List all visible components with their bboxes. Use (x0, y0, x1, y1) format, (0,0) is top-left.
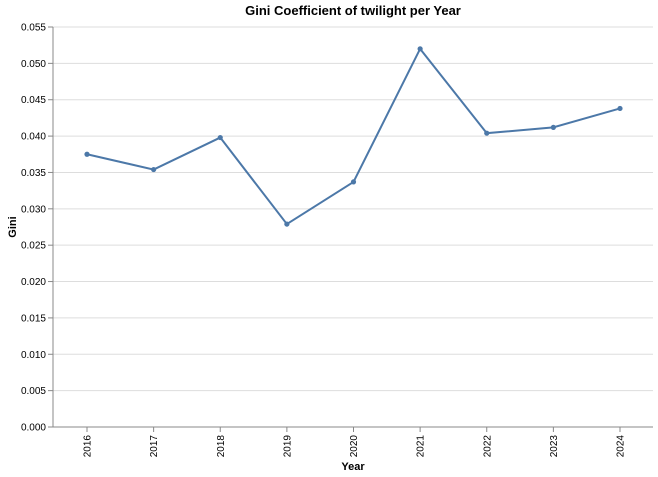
y-gridlines (53, 26, 653, 428)
y-tick-label: 0.025 (21, 241, 46, 252)
y-tick-label: 0.045 (21, 95, 46, 106)
y-axis-title: Gini (7, 216, 19, 237)
x-tick-label: 2022 (482, 435, 493, 458)
y-tick-label: 0.015 (21, 313, 46, 324)
x-tick-label: 2020 (349, 435, 360, 458)
chart-title: Gini Coefficient of twilight per Year (245, 3, 461, 18)
data-point-2022 (484, 130, 490, 136)
x-axis-title: Year (341, 461, 365, 473)
x-tick-label: 2021 (416, 435, 427, 458)
data-point-2018 (217, 134, 223, 141)
x-tick-label: 2023 (549, 435, 560, 458)
data-point-2021 (417, 46, 423, 52)
y-tick-label: 0.040 (21, 132, 46, 143)
x-tick-label: 2018 (216, 435, 227, 458)
y-tick-label: 0.050 (21, 59, 46, 70)
x-tick-label: 2017 (149, 435, 160, 458)
x-axis: 2016 2017 2018 2019 2020 2021 2022 2023 2024 (53, 426, 653, 458)
data-point-2017 (151, 166, 157, 173)
data-point-2020 (350, 179, 357, 185)
y-tick-label: 0.020 (21, 277, 46, 288)
data-point-2019 (284, 221, 290, 227)
data-point-2023 (550, 124, 556, 130)
y-axis: 0.000 0.005 0.010 0.015 0.020 0.025 0.030 0.035… (21, 23, 54, 434)
y-tick-label: 0.035 (21, 168, 46, 179)
data-point-2024 (617, 105, 623, 112)
x-tick-label: 2024 (616, 435, 627, 458)
data-point-2016 (84, 151, 90, 157)
x-tick-label: 2016 (83, 435, 94, 458)
y-tick-label: 0.000 (21, 423, 46, 434)
y-tick-label: 0.030 (21, 204, 46, 215)
y-tick-label: 0.010 (21, 350, 46, 361)
plot-area (84, 46, 623, 227)
x-tick-label: 2019 (282, 435, 293, 458)
y-tick-label: 0.055 (21, 23, 46, 34)
y-tick-label: 0.005 (21, 386, 46, 397)
